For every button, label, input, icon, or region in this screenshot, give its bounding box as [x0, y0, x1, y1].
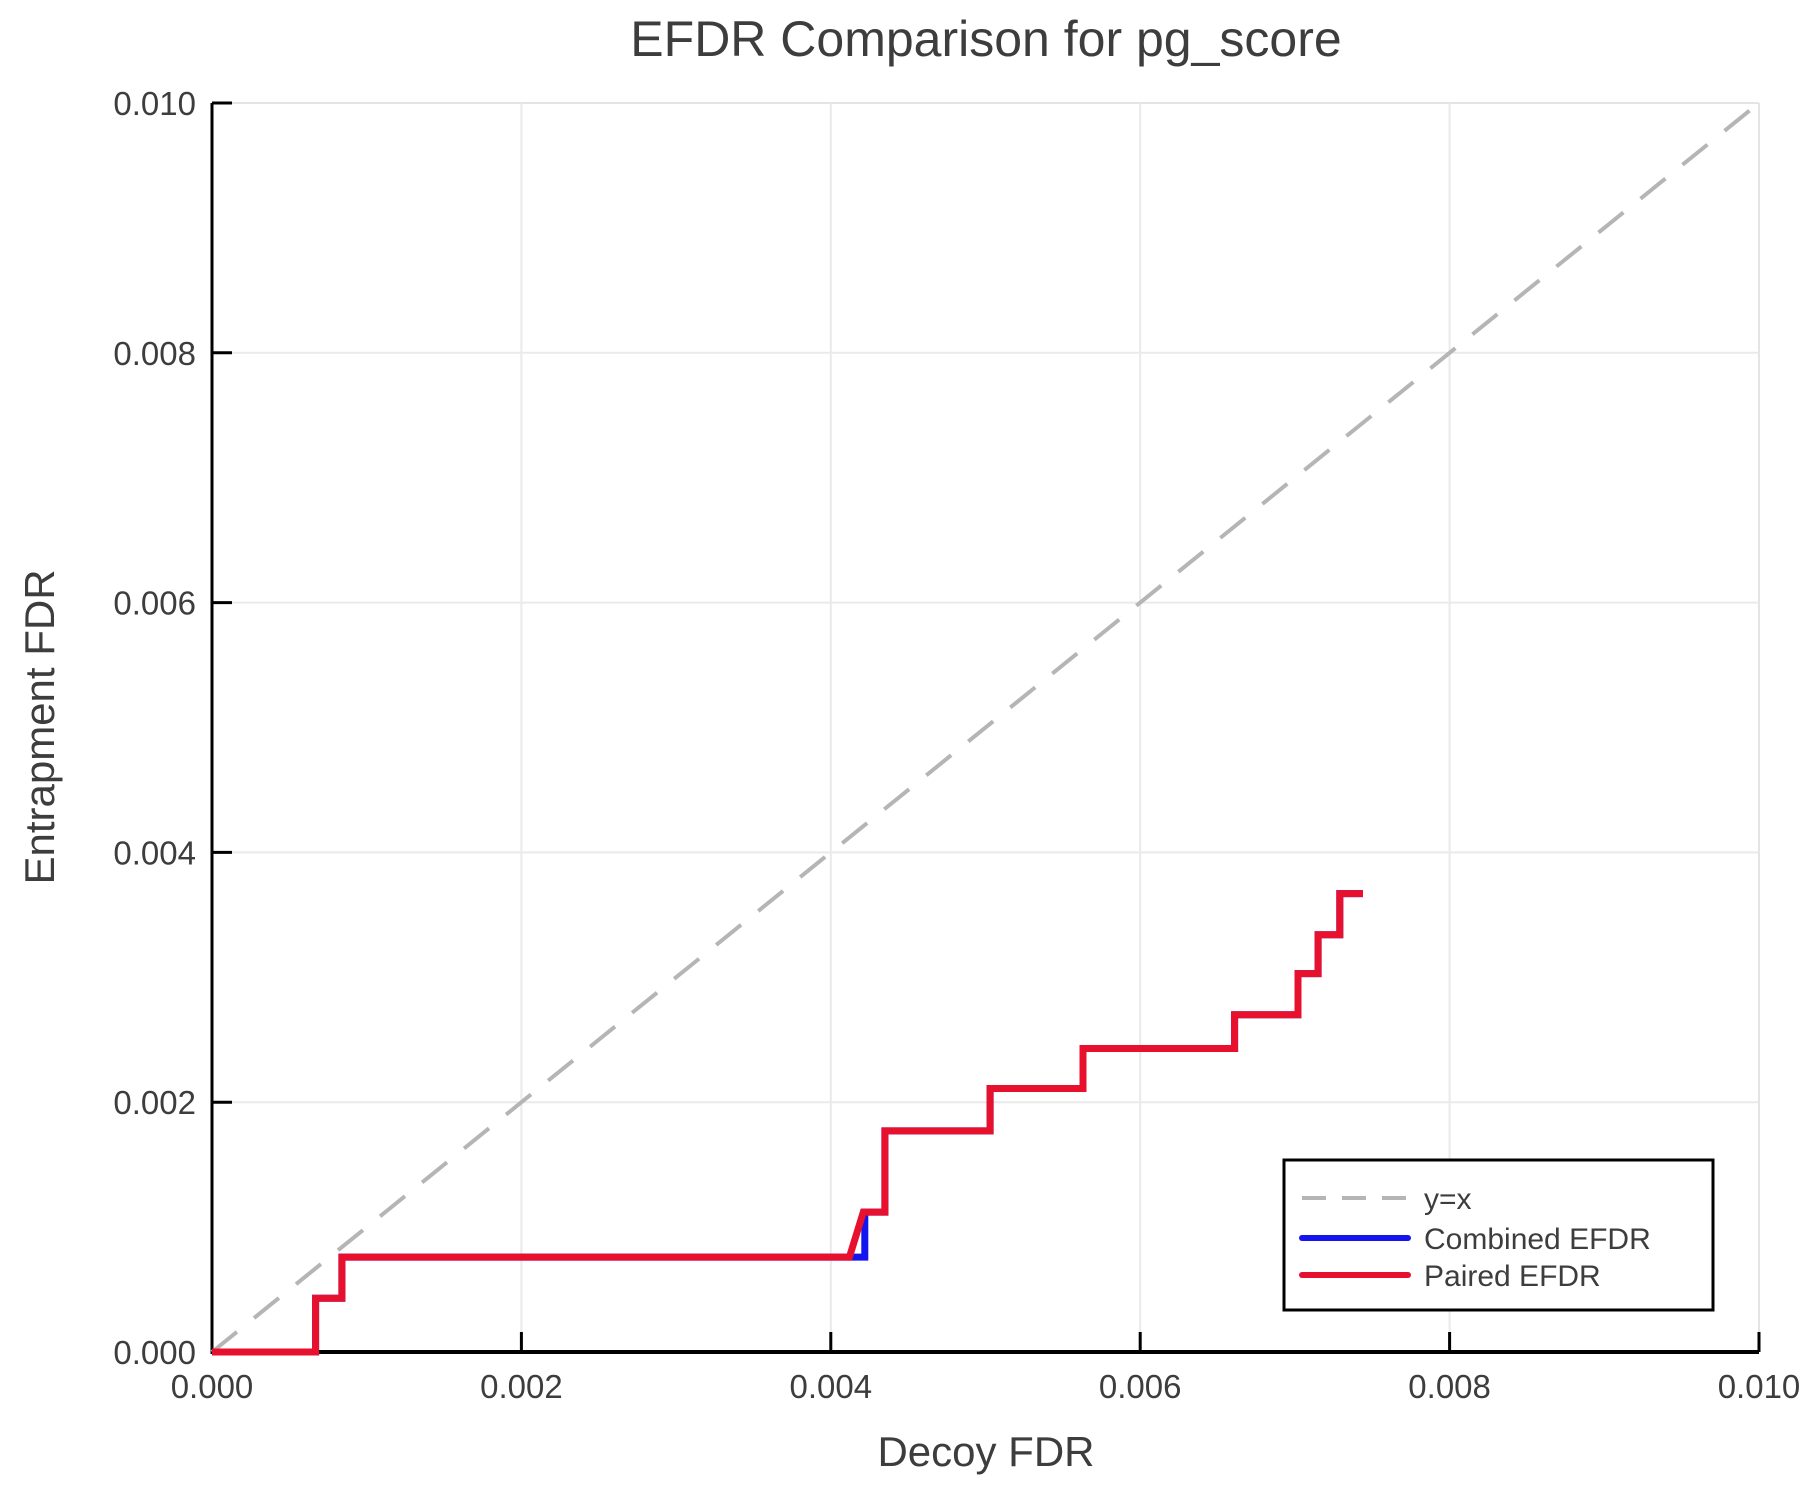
- legend-label: Combined EFDR: [1424, 1223, 1651, 1256]
- legend-label: Paired EFDR: [1424, 1260, 1601, 1293]
- chart-title: EFDR Comparison for pg_score: [630, 11, 1341, 67]
- paired-efdr-line: [212, 890, 1363, 1356]
- x-tick-label: 0.000: [171, 1368, 254, 1405]
- combined-efdr-line: [212, 890, 1363, 1356]
- y-tick-label: 0.004: [113, 834, 196, 871]
- x-axis-label: Decoy FDR: [877, 1428, 1094, 1475]
- y-tick-label: 0.010: [113, 85, 196, 122]
- y-tick-label: 0.002: [113, 1084, 196, 1121]
- y-tick-label: 0.008: [113, 335, 196, 372]
- y-axis-label: Entrapment FDR: [16, 569, 63, 884]
- y-tick-label: 0.000: [113, 1334, 196, 1371]
- identity-line: [210, 101, 1761, 1354]
- x-tick-label: 0.008: [1408, 1368, 1491, 1405]
- x-tick-label: 0.006: [1099, 1368, 1182, 1405]
- x-tick-label: 0.002: [480, 1368, 563, 1405]
- legend-label: y=x: [1424, 1183, 1472, 1216]
- x-tick-label: 0.010: [1718, 1368, 1800, 1405]
- plot-area: 0.000 0.002 0.004 0.006 0.008 0.010 0.000 0.002…: [113, 85, 1800, 1405]
- x-tick-label: 0.004: [790, 1368, 873, 1405]
- y-tick-label: 0.006: [113, 585, 196, 622]
